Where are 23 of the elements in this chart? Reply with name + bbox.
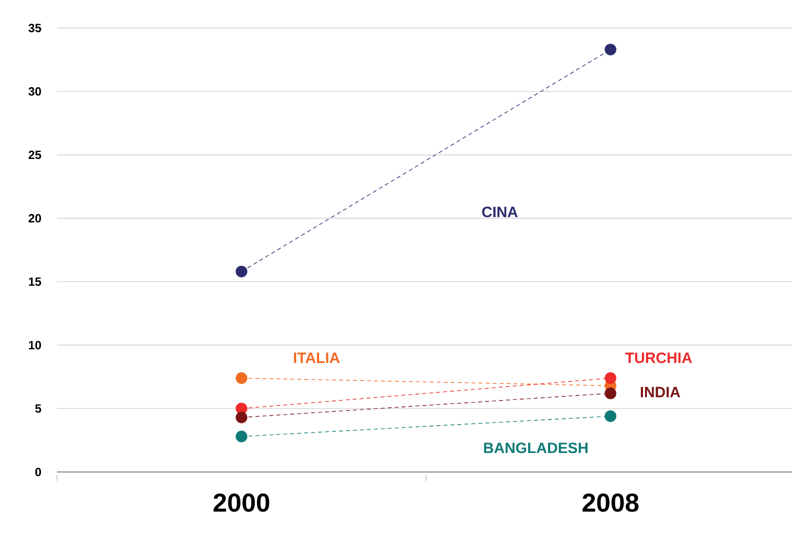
y-tick-label: 30 xyxy=(28,87,41,96)
series-label: ITALIA xyxy=(294,352,340,363)
text: CINA xyxy=(482,206,518,218)
point xyxy=(236,372,248,384)
y-tick-label: 35 xyxy=(28,24,42,32)
y-tick-label: 10 xyxy=(28,340,41,350)
series-label: BANGLADESH xyxy=(484,442,588,454)
point xyxy=(604,410,616,422)
y-tick-label: 20 xyxy=(28,214,41,222)
point xyxy=(604,388,616,400)
point xyxy=(604,44,616,56)
series-label: TURCHIA xyxy=(625,352,692,364)
x-tick-label: 2000 xyxy=(214,493,270,512)
x-tick-label: 2008 xyxy=(582,493,639,512)
point xyxy=(236,412,248,424)
y-tick-label: 15 xyxy=(28,278,42,286)
y-tick-label: 25 xyxy=(28,150,42,160)
y-tick-label: 5 xyxy=(35,404,42,413)
point xyxy=(236,430,248,442)
y-tick-label: 0 xyxy=(35,468,41,476)
series-label: INDIA xyxy=(640,386,680,398)
point xyxy=(604,372,616,384)
point xyxy=(236,266,248,278)
